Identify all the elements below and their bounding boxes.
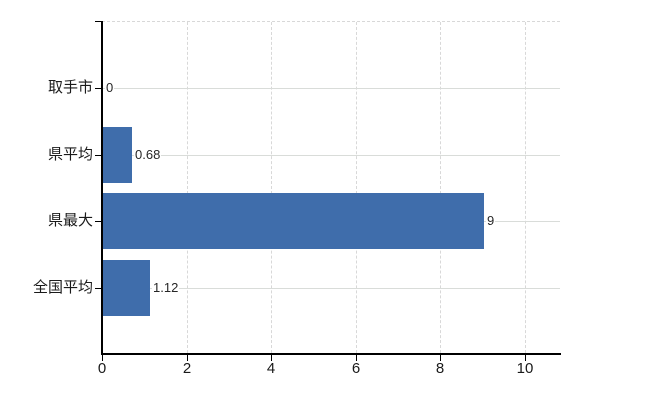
bar-segment bbox=[103, 260, 150, 316]
x-axis-tick bbox=[102, 355, 103, 361]
x-gridline bbox=[525, 22, 526, 353]
bar-segment bbox=[103, 193, 484, 249]
x-tick-label: 4 bbox=[266, 360, 276, 377]
x-tick-label: 0 bbox=[97, 360, 107, 377]
category-label: 取手市 bbox=[47, 79, 93, 96]
category-label: 全国平均 bbox=[32, 279, 93, 296]
y-axis-tick bbox=[95, 88, 101, 89]
x-tick-label: 6 bbox=[351, 360, 361, 377]
y-gridline bbox=[103, 88, 560, 89]
x-axis-tick bbox=[356, 355, 357, 361]
value-label: 1.12 bbox=[152, 280, 180, 295]
x-tick-label: 10 bbox=[516, 360, 534, 377]
x-gridline bbox=[440, 22, 441, 353]
value-label: 0 bbox=[105, 80, 115, 95]
value-label: 0.68 bbox=[134, 147, 162, 162]
y-axis-top-tick bbox=[95, 21, 101, 22]
x-axis-tick bbox=[525, 355, 526, 361]
y-gridline bbox=[103, 288, 560, 289]
y-axis-line bbox=[101, 21, 103, 355]
y-gridline bbox=[103, 155, 560, 156]
x-tick-label: 8 bbox=[435, 360, 445, 377]
y-axis-tick bbox=[95, 221, 101, 222]
x-tick-label: 2 bbox=[182, 360, 192, 377]
x-axis-tick bbox=[271, 355, 272, 361]
x-gridline bbox=[271, 22, 272, 353]
category-label: 県最大 bbox=[47, 212, 93, 229]
value-label: 9 bbox=[486, 213, 496, 228]
x-gridline bbox=[356, 22, 357, 353]
bar-segment bbox=[103, 127, 132, 183]
x-gridline bbox=[187, 22, 188, 353]
x-axis-tick bbox=[440, 355, 441, 361]
x-axis-line bbox=[101, 353, 561, 355]
x-axis-tick bbox=[187, 355, 188, 361]
y-axis-tick bbox=[95, 288, 101, 289]
plot-top-border bbox=[102, 21, 560, 22]
category-label: 県平均 bbox=[47, 146, 93, 163]
y-axis-tick bbox=[95, 155, 101, 156]
